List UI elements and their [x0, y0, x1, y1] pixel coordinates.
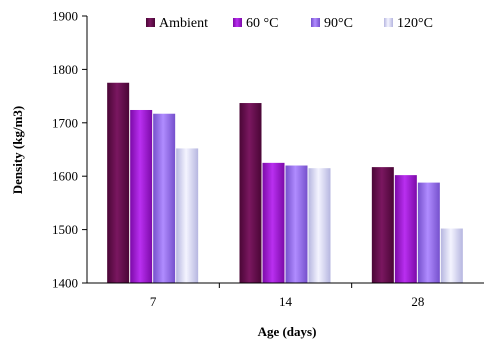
bar-60-c-7: [130, 109, 153, 283]
bar-90-c-28: [417, 182, 440, 283]
bar-120-c-7: [176, 148, 199, 283]
bar-ambient-14: [239, 103, 262, 284]
y-axis-title: Density (kg/m3): [10, 106, 25, 194]
legend-label: 120°C: [397, 16, 433, 31]
x-axis-title: Age (days): [258, 324, 317, 339]
legend-swatch: [384, 18, 393, 27]
x-axis-ticks: 7 14 28: [150, 283, 424, 309]
bar-90-c-14: [285, 165, 308, 283]
y-tick-label: 1700: [52, 115, 78, 130]
legend-label: Ambient: [159, 16, 208, 31]
legend: Ambient 60 °C 90°C 120°C: [146, 16, 433, 31]
y-axis-ticks: 1400 1500 1600 1700 1800 1900: [52, 9, 87, 291]
x-tick-label: 14: [279, 294, 293, 309]
bar-120-c-14: [308, 168, 331, 283]
bar-ambient-7: [107, 82, 130, 283]
y-tick-label: 1600: [52, 169, 78, 184]
y-tick-label: 1900: [52, 9, 78, 24]
bar-90-c-7: [153, 113, 176, 283]
bar-120-c-28: [440, 228, 463, 283]
bar-60-c-28: [394, 175, 417, 283]
legend-label: 60 °C: [246, 16, 278, 31]
y-tick-label: 1400: [52, 276, 78, 291]
legend-swatch: [233, 18, 242, 27]
bar-ambient-28: [371, 167, 394, 283]
legend-label: 90°C: [324, 16, 353, 31]
bars: [107, 82, 463, 284]
legend-swatch: [311, 18, 320, 27]
bar-60-c-14: [262, 162, 285, 283]
x-tick-label: 28: [411, 294, 424, 309]
y-tick-label: 1500: [52, 222, 78, 237]
y-tick-label: 1800: [52, 62, 78, 77]
legend-swatch: [146, 18, 155, 27]
x-tick-label: 7: [150, 294, 157, 309]
